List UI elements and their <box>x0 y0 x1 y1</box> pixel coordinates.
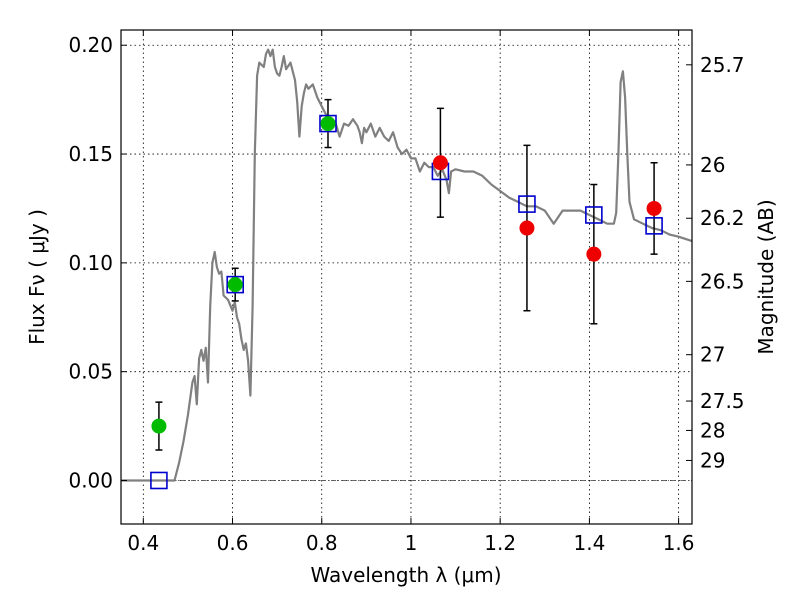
y-tick-label: 0.20 <box>68 33 113 57</box>
x-tick-label: 1.2 <box>484 531 516 555</box>
model-band-square <box>518 195 536 213</box>
x-tick-label: 1.6 <box>663 531 695 555</box>
magnitude-tick-label: 28 <box>700 418 725 442</box>
magnitude-tick-label: 26 <box>700 153 725 177</box>
model-band-square <box>645 217 663 235</box>
magnitude-tick-label: 29 <box>700 448 725 472</box>
error-bars <box>155 98 658 451</box>
y-axis-label: Flux Fν ( μJy ) <box>25 209 49 345</box>
observed-point <box>320 116 336 132</box>
magnitude-tick-label: 26.5 <box>700 269 745 293</box>
tick-labels: 0.4 0.6 0.8 1 1.2 1.4 1.6 0.00 0.05 0.10 0.15 0.20 2… <box>68 33 744 555</box>
model-sed-line <box>121 48 693 482</box>
observed-point <box>586 246 602 262</box>
plot-frame <box>120 29 693 525</box>
model-band-square <box>585 206 603 224</box>
magnitude-tick-label: 27 <box>700 343 725 367</box>
y-tick-label: 0.15 <box>68 142 113 166</box>
magnitude-tick-label: 27.5 <box>700 389 745 413</box>
observed-point <box>227 277 243 293</box>
x-axis-label: Wavelength λ (μm) <box>310 563 501 587</box>
observed-point <box>432 155 448 171</box>
y-tick-label: 0.00 <box>68 468 113 492</box>
magnitude-tick-label: 25.7 <box>700 53 745 77</box>
y-tick-label: 0.05 <box>68 360 113 384</box>
model-band-square <box>319 114 337 133</box>
x-tick-label: 1 <box>405 531 418 555</box>
model-band-square <box>150 471 168 490</box>
x-tick-label: 0.6 <box>217 531 249 555</box>
x-tick-label: 0.8 <box>306 531 338 555</box>
grid <box>121 30 692 524</box>
x-tick-label: 1.4 <box>573 531 605 555</box>
y-axis-right-label: Magnitude (AB) <box>754 199 778 354</box>
axis-ticks <box>121 30 692 524</box>
y-tick-label: 0.10 <box>68 251 113 275</box>
observed-point <box>151 418 167 434</box>
data-markers <box>150 114 663 490</box>
magnitude-tick-label: 26.2 <box>700 206 745 230</box>
x-tick-label: 0.4 <box>127 531 159 555</box>
observed-point <box>646 200 662 216</box>
model-band-square <box>226 275 244 294</box>
observed-point <box>519 220 535 236</box>
model-sed <box>121 48 693 482</box>
